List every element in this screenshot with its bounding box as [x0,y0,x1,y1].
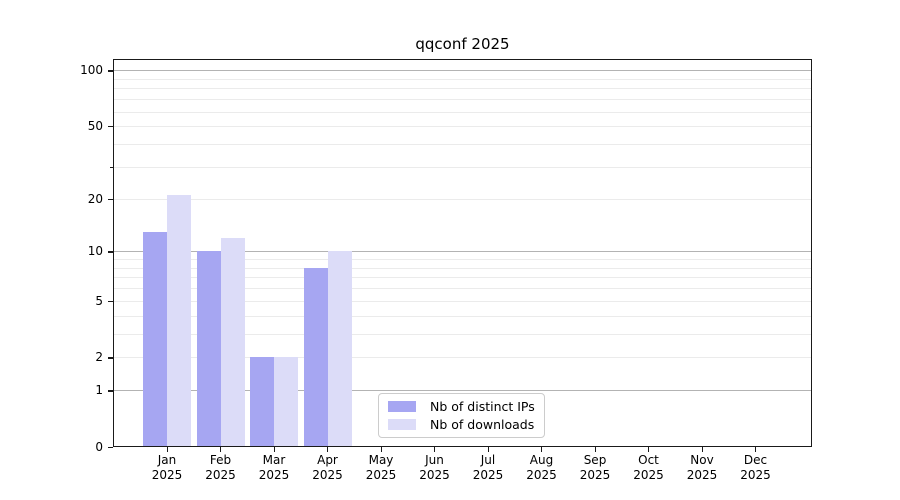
legend-label-downloads: Nb of downloads [430,417,535,432]
x-tick-label: Sep 2025 [579,453,611,482]
gridline-major [113,390,812,392]
y-tick-label: 1 [95,383,103,398]
bar-ips-jan [143,231,167,447]
chart-title: qqconf 2025 [415,35,510,53]
y-tick-label: 5 [95,293,103,308]
x-tick-mark [541,447,543,452]
y-tick-label: 10 [87,244,103,259]
y-tick-label: 50 [87,119,103,134]
legend-swatch-distinct-ips [388,401,416,412]
x-tick-mark [755,447,757,452]
y-tick-mark [108,390,113,392]
gridline-minor [113,78,812,80]
x-tick-label: Oct 2025 [633,453,664,482]
gridline-minor [113,300,812,302]
x-tick-label: Jan 2025 [151,453,183,482]
gridline-minor [113,88,812,90]
gridline-minor [113,166,812,168]
gridline-minor [113,126,812,128]
gridline-major [113,251,812,253]
x-tick-label: Jun 2025 [419,453,450,482]
gridline-minor [113,198,812,200]
gridline-minor [113,357,812,359]
y-tick-label: 100 [80,63,103,78]
gridline-minor [113,111,812,113]
plot-area: Nb of distinct IPs Nb of downloads [113,59,812,447]
y-tick-mark [108,447,113,449]
gridline-minor [113,143,812,145]
x-tick-mark [701,447,703,452]
legend-entry-distinct-ips: Nb of distinct IPs [388,399,535,414]
y-tick-label: 2 [95,350,103,365]
y-tick-mark [108,300,113,303]
bar-downloads-jan [167,194,191,447]
x-tick-label: Apr 2025 [312,453,343,482]
y-tick-mark [108,198,113,200]
x-tick-label: Jul 2025 [472,453,504,482]
x-tick-mark [220,447,222,452]
x-tick-label: Nov 2025 [686,453,718,482]
gridline-minor [113,267,812,269]
gridline-minor [113,315,812,317]
y-tick-label: 20 [87,191,103,206]
x-tick-label: Mar 2025 [258,453,290,482]
y-tick-mark [108,251,113,253]
gridline-major [113,70,812,72]
x-tick-mark [166,447,168,452]
x-tick-label: Dec 2025 [740,453,771,482]
x-tick-mark [434,447,436,452]
y-tick-mark [108,126,113,128]
gridline-minor [113,288,812,290]
x-tick-label: Aug 2025 [526,453,557,482]
bar-downloads-feb [220,237,245,447]
legend-swatch-downloads [388,419,416,430]
y-tick-mark [110,166,113,168]
x-tick-mark [380,447,382,452]
gridline-minor [113,333,812,335]
legend-entry-downloads: Nb of downloads [388,417,535,432]
bar-ips-apr [303,267,328,447]
x-tick-mark [327,447,329,452]
legend: Nb of distinct IPs Nb of downloads [378,393,545,438]
x-tick-mark [487,447,489,452]
bar-downloads-apr [327,251,352,447]
x-tick-mark [648,447,650,452]
x-tick-mark [273,447,275,452]
bar-downloads-mar [274,357,298,447]
gridline-minor [113,259,812,261]
x-tick-label: May 2025 [365,453,397,482]
legend-label-distinct-ips: Nb of distinct IPs [430,399,535,414]
x-tick-mark [594,447,596,452]
gridline-minor [113,99,812,101]
gridline-minor [113,277,812,279]
x-tick-label: Feb 2025 [205,453,236,482]
y-tick-label: 0 [95,440,103,454]
y-tick-mark [108,357,113,359]
y-tick-mark [108,70,113,72]
bar-ips-feb [196,251,221,447]
bar-ips-mar [250,357,274,447]
